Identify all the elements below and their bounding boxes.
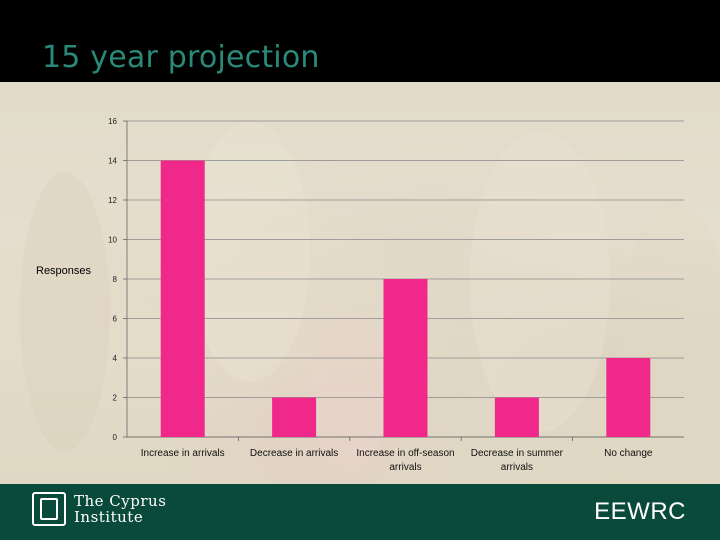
background-photo bbox=[0, 82, 720, 484]
y-tick-label: 8 bbox=[113, 275, 118, 284]
footer-bar bbox=[0, 484, 720, 540]
y-tick-label: 6 bbox=[113, 315, 118, 324]
y-tick-label: 12 bbox=[108, 196, 117, 205]
bar bbox=[160, 160, 205, 437]
bar bbox=[272, 397, 317, 437]
y-tick-label: 4 bbox=[113, 354, 118, 363]
x-tick-label-line: Decrease in summer bbox=[471, 448, 564, 459]
header-bar bbox=[0, 0, 720, 82]
photo-veil bbox=[0, 82, 720, 484]
x-tick-label-line: arrivals bbox=[389, 462, 421, 473]
bar bbox=[606, 358, 651, 437]
bar bbox=[494, 397, 539, 437]
cyprus-institute-logo-icon bbox=[32, 492, 66, 526]
institute-name: The Cyprus Institute bbox=[74, 493, 166, 525]
y-tick-label: 10 bbox=[108, 236, 117, 245]
x-tick-label-line: arrivals bbox=[501, 462, 533, 473]
logo-mark-icon bbox=[40, 498, 58, 520]
y-tick-label: 2 bbox=[113, 394, 118, 403]
y-tick-label: 14 bbox=[108, 157, 117, 166]
x-tick-label: Decrease in summer arrivals bbox=[471, 448, 564, 473]
institute-line1: The Cyprus bbox=[74, 492, 167, 510]
slide-title: 15 year projection bbox=[42, 40, 320, 75]
y-axis-label: Responses bbox=[36, 265, 92, 277]
x-tick-label: Increase in off-season arrivals bbox=[356, 448, 454, 473]
y-tick-label: 0 bbox=[113, 433, 118, 442]
x-tick-label: Decrease in arrivals bbox=[250, 448, 338, 459]
x-tick-label: Increase in arrivals bbox=[141, 448, 225, 459]
x-tick-label-line: No change bbox=[604, 448, 653, 459]
institute-line2: Institute bbox=[74, 508, 144, 526]
x-tick-label: No change bbox=[604, 448, 653, 459]
bar bbox=[383, 279, 428, 437]
x-tick-label-line: Decrease in arrivals bbox=[250, 448, 338, 459]
bar-chart: 0 2 4 6 8 10 12 14 16 Increase in arrivals Decreas… bbox=[108, 117, 684, 473]
x-tick-label-line: Increase in off-season bbox=[356, 448, 454, 459]
eewrc-brand: EEWRC bbox=[594, 498, 686, 525]
x-tick-label-line: Increase in arrivals bbox=[141, 448, 225, 459]
y-tick-label: 16 bbox=[108, 117, 117, 126]
